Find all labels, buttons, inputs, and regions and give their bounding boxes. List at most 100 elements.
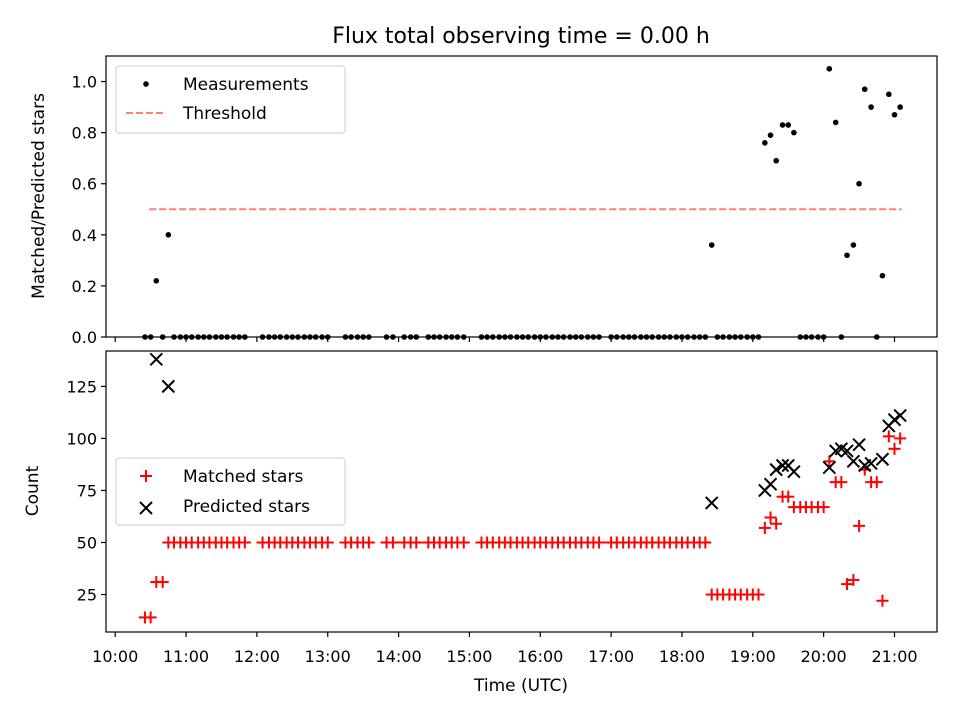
- predicted-star-point: [161, 379, 176, 394]
- predicted-star-point: [846, 454, 861, 469]
- x-tick-label: 16:00: [517, 647, 563, 666]
- matched-star-point: [386, 536, 399, 549]
- bottom-y-tick-label: 50: [77, 533, 97, 552]
- x-tick-label: 18:00: [659, 647, 705, 666]
- matched-star-point: [593, 536, 606, 549]
- measurement-point: [879, 272, 886, 279]
- matched-star-point: [847, 573, 860, 586]
- measurement-point: [826, 65, 833, 72]
- legend-predicted-label: Predicted stars: [183, 497, 310, 517]
- predicted-star-stroke-b: [887, 412, 902, 427]
- top-y-tick-label: 0.8: [72, 124, 97, 143]
- matched-star-point: [699, 536, 712, 549]
- predicted-star-stroke-b: [893, 408, 907, 423]
- matched-star-point: [870, 476, 883, 489]
- matched-stars-layer: [138, 430, 907, 624]
- top-y-tick-label: 1.0: [72, 73, 97, 92]
- predicted-star-point: [864, 456, 878, 471]
- bottom-legend-box: [115, 457, 346, 526]
- matched-star-point: [882, 430, 895, 443]
- measurement-point: [897, 104, 903, 110]
- bottom-x-ticks: 10:00 11:00 12:00 13:00 14:00 15:00 16:00 17:00…: [92, 632, 918, 666]
- measurement-point: [868, 104, 874, 110]
- bottom-y-tick-label: 100: [66, 429, 97, 448]
- bottom-y-tick-label: 125: [66, 377, 97, 396]
- matched-star-point: [835, 476, 848, 489]
- matched-star-point: [888, 442, 901, 455]
- predicted-star-stroke-b: [822, 460, 837, 475]
- predicted-star-stroke-b: [787, 465, 801, 479]
- bottom-y-tick-label: 75: [77, 481, 97, 500]
- predicted-star-stroke-b: [864, 456, 878, 471]
- bottom-y-ticks: 25 50 75 100 125: [66, 377, 106, 605]
- top-panel: Flux total observing time = 0.00 h Match…: [29, 24, 938, 347]
- measurement-point: [791, 129, 797, 136]
- measurement-point: [844, 252, 850, 259]
- predicted-star-point: [705, 496, 719, 510]
- legend-predicted-marker: [139, 501, 153, 515]
- matched-star-point: [782, 490, 795, 503]
- bottom-panel: Count Time (UTC) 25 50 75 100 125 10:00 11:00…: [23, 350, 938, 696]
- predicted-star-stroke-b: [775, 458, 790, 473]
- legend-matched-marker: [140, 470, 152, 482]
- x-tick-label: 19:00: [730, 647, 776, 666]
- predicted-star-point: [822, 460, 837, 475]
- predicted-star-stroke-b: [875, 452, 890, 466]
- predicted-star-stroke-b: [161, 379, 176, 394]
- x-tick-label: 15:00: [446, 647, 492, 666]
- predicted-star-point: [893, 408, 907, 423]
- predicted-star-point: [769, 462, 783, 477]
- chart-title: Flux total observing time = 0.00 h: [332, 24, 710, 49]
- measurement-point: [891, 111, 898, 118]
- measurement-point: [779, 122, 786, 128]
- predicted-star-point: [875, 452, 890, 466]
- predicted-star-stroke-b: [769, 462, 783, 477]
- x-tick-label: 11:00: [163, 647, 209, 666]
- bottom-y-axis-label: Count: [23, 465, 43, 516]
- top-legend: Measurements Threshold: [115, 65, 346, 134]
- predicted-star-stroke-b: [834, 442, 849, 456]
- top-plot-frame: [105, 55, 938, 338]
- matched-star-point: [144, 611, 157, 624]
- matched-star-point: [770, 517, 783, 530]
- measurement-point: [856, 180, 862, 187]
- measurement-point: [153, 278, 160, 284]
- top-y-tick-label: 0.0: [72, 328, 97, 347]
- measurement-point: [773, 157, 779, 164]
- top-y-tick-label: 0.2: [72, 277, 97, 296]
- predicted-star-stroke-b: [705, 496, 719, 510]
- predicted-star-point: [775, 458, 790, 473]
- matched-star-point: [894, 432, 907, 445]
- predicted-star-point: [852, 437, 866, 452]
- matched-star-point: [321, 536, 334, 549]
- x-tick-label: 14:00: [376, 647, 422, 666]
- matched-star-point: [410, 536, 423, 549]
- matched-star-point: [758, 521, 771, 534]
- x-tick-label: 21:00: [871, 647, 917, 666]
- legend-measurements-label: Measurements: [183, 75, 309, 95]
- matched-star-point: [876, 594, 889, 607]
- top-y-tick-label: 0.6: [72, 175, 97, 194]
- x-tick-label: 17:00: [588, 647, 634, 666]
- legend-matched-label: Matched stars: [183, 467, 303, 487]
- matched-star-point: [841, 578, 854, 591]
- legend-measurements-marker: [143, 81, 149, 87]
- matched-star-point: [457, 536, 470, 549]
- predicted-star-point: [787, 465, 801, 479]
- measurement-point: [850, 242, 857, 248]
- x-tick-label: 13:00: [305, 647, 351, 666]
- predicted-star-stroke-b: [846, 454, 861, 469]
- measurement-point: [762, 140, 768, 146]
- matched-star-point: [156, 576, 169, 589]
- bottom-plot-frame: [105, 350, 938, 633]
- matched-star-point: [238, 536, 251, 549]
- measurement-point: [165, 232, 172, 238]
- predicted-star-stroke-b: [149, 352, 164, 367]
- x-tick-label: 12:00: [234, 647, 280, 666]
- matched-star-point: [817, 501, 830, 514]
- measurement-point: [861, 86, 868, 93]
- top-y-ticks: 0.0 0.2 0.4 0.6 0.8 1.0: [72, 73, 106, 347]
- x-tick-label: 10:00: [92, 647, 138, 666]
- x-tick-label: 20:00: [801, 647, 847, 666]
